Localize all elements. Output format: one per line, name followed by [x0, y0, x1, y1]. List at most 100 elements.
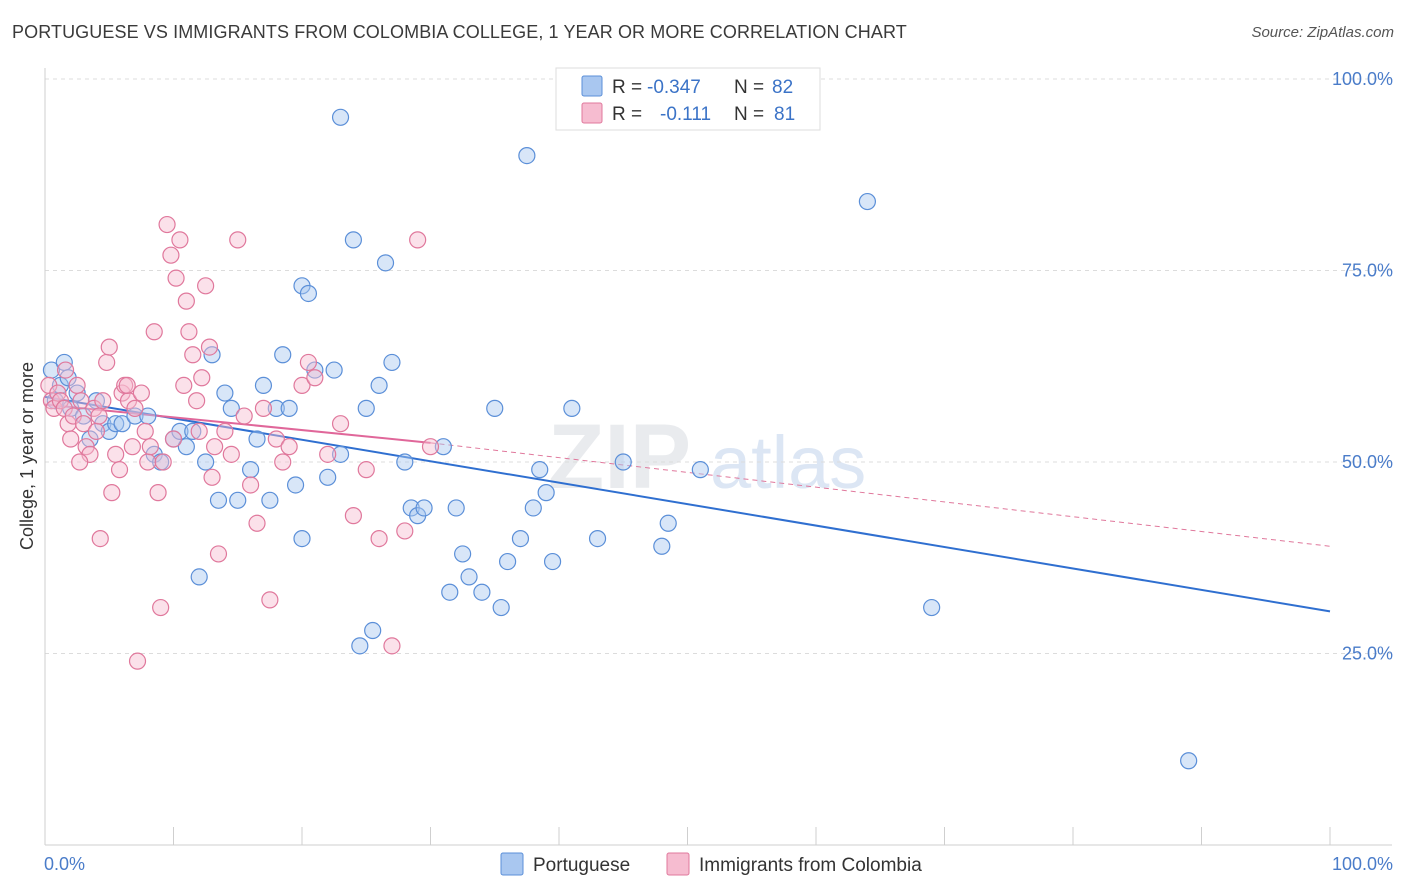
- legend-n-value-1: 81: [774, 104, 795, 125]
- portuguese-point-12: [107, 415, 125, 433]
- colombia-point-44: [180, 323, 198, 341]
- colombia-point-11: [74, 415, 93, 433]
- portuguese-point-48: [364, 621, 382, 640]
- bottom-legend-swatch-colombia: [666, 852, 690, 876]
- colombia-point-71: [357, 461, 375, 479]
- colombia-point-52: [206, 438, 224, 456]
- portuguese-point-59: [454, 545, 472, 563]
- legend-r-value-1: -0.111: [660, 104, 711, 125]
- legend-r-value-0: -0.347: [647, 77, 701, 98]
- portuguese-point-42: [325, 361, 343, 379]
- colombia-point-50: [200, 338, 219, 356]
- portuguese-point-58: [447, 499, 465, 517]
- portuguese-point-34: [274, 346, 292, 364]
- portuguese-point-43: [331, 445, 350, 463]
- portuguese-point-26: [216, 384, 234, 402]
- trend-line-colombia-dashed: [430, 442, 1331, 547]
- portuguese-point-72: [588, 529, 607, 548]
- portuguese-point-51: [383, 353, 401, 372]
- portuguese-point-60: [460, 568, 478, 586]
- portuguese-point-61: [473, 583, 491, 601]
- colombia-point-19: [100, 338, 118, 356]
- chart-title: PORTUGUESE VS IMMIGRANTS FROM COLOMBIA C…: [12, 22, 907, 42]
- colombia-point-70: [344, 507, 362, 525]
- colombia-point-41: [171, 231, 189, 249]
- portuguese-point-31: [254, 376, 273, 394]
- colombia-point-47: [190, 422, 208, 440]
- watermark-zip: ZIP: [548, 406, 691, 508]
- portuguese-point-45: [344, 231, 362, 249]
- portuguese-point-33: [267, 399, 285, 417]
- portuguese-point-74: [653, 537, 671, 555]
- series-portuguese: [42, 108, 1198, 770]
- colombia-point-49: [197, 277, 215, 295]
- trend-line-portuguese: [44, 395, 1331, 613]
- portuguese-point-36: [286, 476, 305, 494]
- legend-n-value-0: 82: [772, 77, 793, 98]
- colombia-point-20: [103, 484, 121, 502]
- axes: [44, 68, 1392, 846]
- legend: R = -0.347 N = 82 R = -0.111 N = 81: [555, 67, 821, 131]
- colombia-point-77: [91, 529, 109, 548]
- legend-r-label-0: R =: [612, 77, 642, 98]
- colombia-point-58: [242, 476, 260, 494]
- colombia-point-55: [222, 445, 240, 463]
- colombia-point-76: [421, 438, 440, 456]
- portuguese-point-32: [261, 491, 279, 509]
- colombia-point-43: [177, 292, 195, 310]
- colombia-point-46: [188, 392, 206, 410]
- legend-n-label-1: N =: [734, 104, 764, 125]
- colombia-point-78: [118, 376, 136, 394]
- colombia-point-37: [158, 215, 176, 234]
- portuguese-point-79: [1180, 752, 1198, 770]
- portuguese-point-76: [691, 461, 709, 479]
- portuguese-point-64: [499, 552, 517, 571]
- portuguese-point-70: [543, 552, 562, 571]
- colombia-point-42: [175, 376, 193, 394]
- portuguese-point-66: [518, 147, 536, 165]
- colombia-point-33: [145, 323, 163, 341]
- bottom-legend-label-portuguese: Portuguese: [533, 855, 630, 876]
- colombia-point-18: [98, 353, 116, 372]
- bottom-legend-label-colombia: Immigrants from Colombia: [699, 855, 922, 876]
- x-tick-label-min: 0.0%: [44, 854, 85, 874]
- colombia-point-36: [154, 453, 172, 471]
- portuguese-point-41: [319, 468, 337, 486]
- portuguese-point-44: [331, 108, 350, 126]
- portuguese-point-39: [299, 284, 318, 303]
- colombia-point-63: [274, 453, 292, 471]
- legend-swatch-portuguese: [581, 75, 603, 97]
- colombia-point-79: [71, 453, 89, 471]
- colombia-point-72: [370, 529, 388, 548]
- colombia-point-7: [62, 430, 80, 448]
- portuguese-point-78: [923, 598, 941, 617]
- portuguese-point-37: [293, 529, 311, 548]
- portuguese-point-71: [563, 399, 581, 417]
- colombia-point-32: [141, 438, 159, 456]
- y-tick-label-50: 50.0%: [1342, 452, 1393, 472]
- colombia-point-29: [132, 384, 150, 402]
- colombia-point-35: [152, 598, 170, 617]
- colombia-point-26: [123, 438, 141, 456]
- portuguese-point-47: [357, 399, 375, 417]
- portuguese-point-75: [659, 514, 677, 532]
- portuguese-point-27: [222, 399, 240, 417]
- portuguese-point-20: [177, 438, 195, 456]
- portuguese-point-25: [209, 491, 228, 509]
- grid-lines: [45, 78, 1392, 654]
- portuguese-point-52: [396, 453, 414, 471]
- y-tick-label-25: 25.0%: [1342, 644, 1393, 664]
- portuguese-point-28: [229, 491, 247, 509]
- portuguese-point-67: [524, 499, 542, 517]
- colombia-point-28: [128, 652, 147, 670]
- colombia-point-17: [94, 392, 112, 410]
- portuguese-point-73: [614, 453, 632, 471]
- portuguese-point-50: [376, 254, 395, 272]
- colombia-point-73: [383, 637, 401, 655]
- colombia-point-64: [280, 438, 298, 456]
- series-colombia: [40, 215, 440, 670]
- portuguese-point-49: [370, 376, 388, 394]
- colombia-point-38: [162, 246, 180, 264]
- portuguese-point-56: [434, 438, 452, 456]
